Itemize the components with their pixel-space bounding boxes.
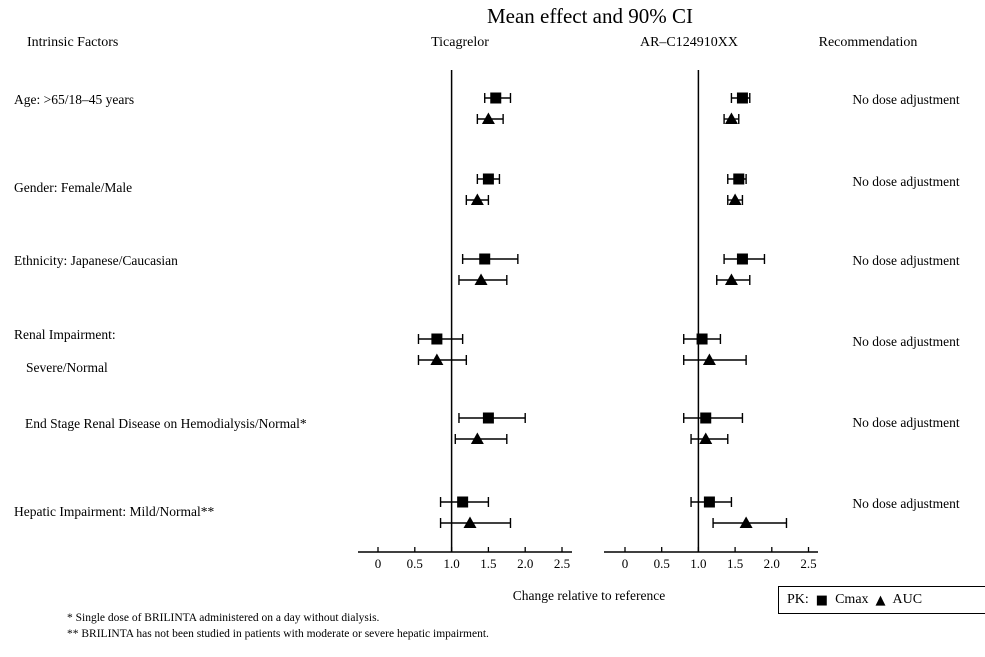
recommendation-label: No dose adjustment (852, 334, 960, 349)
factor-label: Age: >65/18–45 years (14, 92, 135, 107)
auc-marker (724, 112, 738, 124)
auc-marker (470, 193, 484, 205)
factor-label: Ethnicity: Japanese/Caucasian (14, 253, 178, 268)
cmax-marker (703, 496, 715, 508)
cmax-marker (490, 92, 502, 104)
cmax-marker (482, 412, 494, 424)
cmax-marker (736, 92, 748, 104)
legend-prefix: PK: (787, 592, 809, 607)
column-header-ticagrelor: Ticagrelor (431, 35, 489, 50)
factor-label: Severe/Normal (26, 360, 108, 375)
recommendation-label: No dose adjustment (852, 174, 960, 189)
column-header-ar-c124910xx: AR–C124910XX (639, 35, 738, 50)
axis-tick-label: 0 (622, 556, 629, 571)
cmax-marker (700, 412, 712, 424)
pk-legend: PK: ■ Cmax ▲ AUC (778, 586, 985, 614)
recommendation-label: No dose adjustment (852, 253, 960, 268)
auc-marker (728, 193, 742, 205)
auc-triangle-icon: ▲ (875, 592, 886, 608)
recommendation-label: No dose adjustment (852, 92, 960, 107)
axis-tick-label: 1.5 (480, 556, 496, 571)
legend-label-cmax: Cmax (835, 592, 869, 607)
axis-tick-label: 1.5 (727, 556, 743, 571)
cmax-marker (431, 333, 443, 345)
auc-marker (699, 432, 713, 444)
footnote-1: * Single dose of BRILINTA administered o… (67, 612, 380, 624)
axis-tick-label: 2.0 (764, 556, 780, 571)
chart-title: Mean effect and 90% CI (486, 4, 694, 28)
factor-label: Renal Impairment: (14, 327, 116, 342)
recommendation-label: No dose adjustment (852, 415, 960, 430)
legend-label-auc: AUC (892, 592, 923, 607)
recommendation-label: No dose adjustment (852, 496, 960, 511)
cmax-marker (733, 173, 745, 185)
cmax-marker (479, 253, 491, 265)
auc-marker (474, 273, 488, 285)
cmax-marker (457, 496, 469, 508)
cmax-square-icon: ■ (815, 592, 829, 608)
column-header-intrinsic-factors: Intrinsic Factors (27, 35, 119, 50)
axis-tick-label: 2.5 (800, 556, 816, 571)
x-axis-label: Change relative to reference (512, 588, 666, 603)
cmax-marker (482, 173, 494, 185)
column-header-recommendation: Recommendation (818, 35, 918, 50)
auc-marker (463, 516, 477, 528)
footnote-2: ** BRILINTA has not been studied in pati… (67, 628, 489, 640)
axis-tick-label: 0.5 (407, 556, 423, 571)
auc-marker (739, 516, 753, 528)
axis-tick-label: 0.5 (654, 556, 670, 571)
factor-label: Gender: Female/Male (14, 180, 133, 195)
factor-label: Hepatic Impairment: Mild/Normal** (14, 504, 215, 519)
axis-tick-label: 0 (375, 556, 382, 571)
auc-marker (724, 273, 738, 285)
axis-tick-label: 1.0 (443, 556, 459, 571)
auc-marker (481, 112, 495, 124)
auc-marker (430, 353, 444, 365)
axis-tick-label: 1.0 (690, 556, 706, 571)
cmax-marker (736, 253, 748, 265)
auc-marker (702, 353, 716, 365)
cmax-marker (696, 333, 708, 345)
factor-label: End Stage Renal Disease on Hemodialysis/… (25, 416, 307, 431)
axis-tick-label: 2.5 (554, 556, 570, 571)
axis-tick-label: 2.0 (517, 556, 533, 571)
auc-marker (470, 432, 484, 444)
